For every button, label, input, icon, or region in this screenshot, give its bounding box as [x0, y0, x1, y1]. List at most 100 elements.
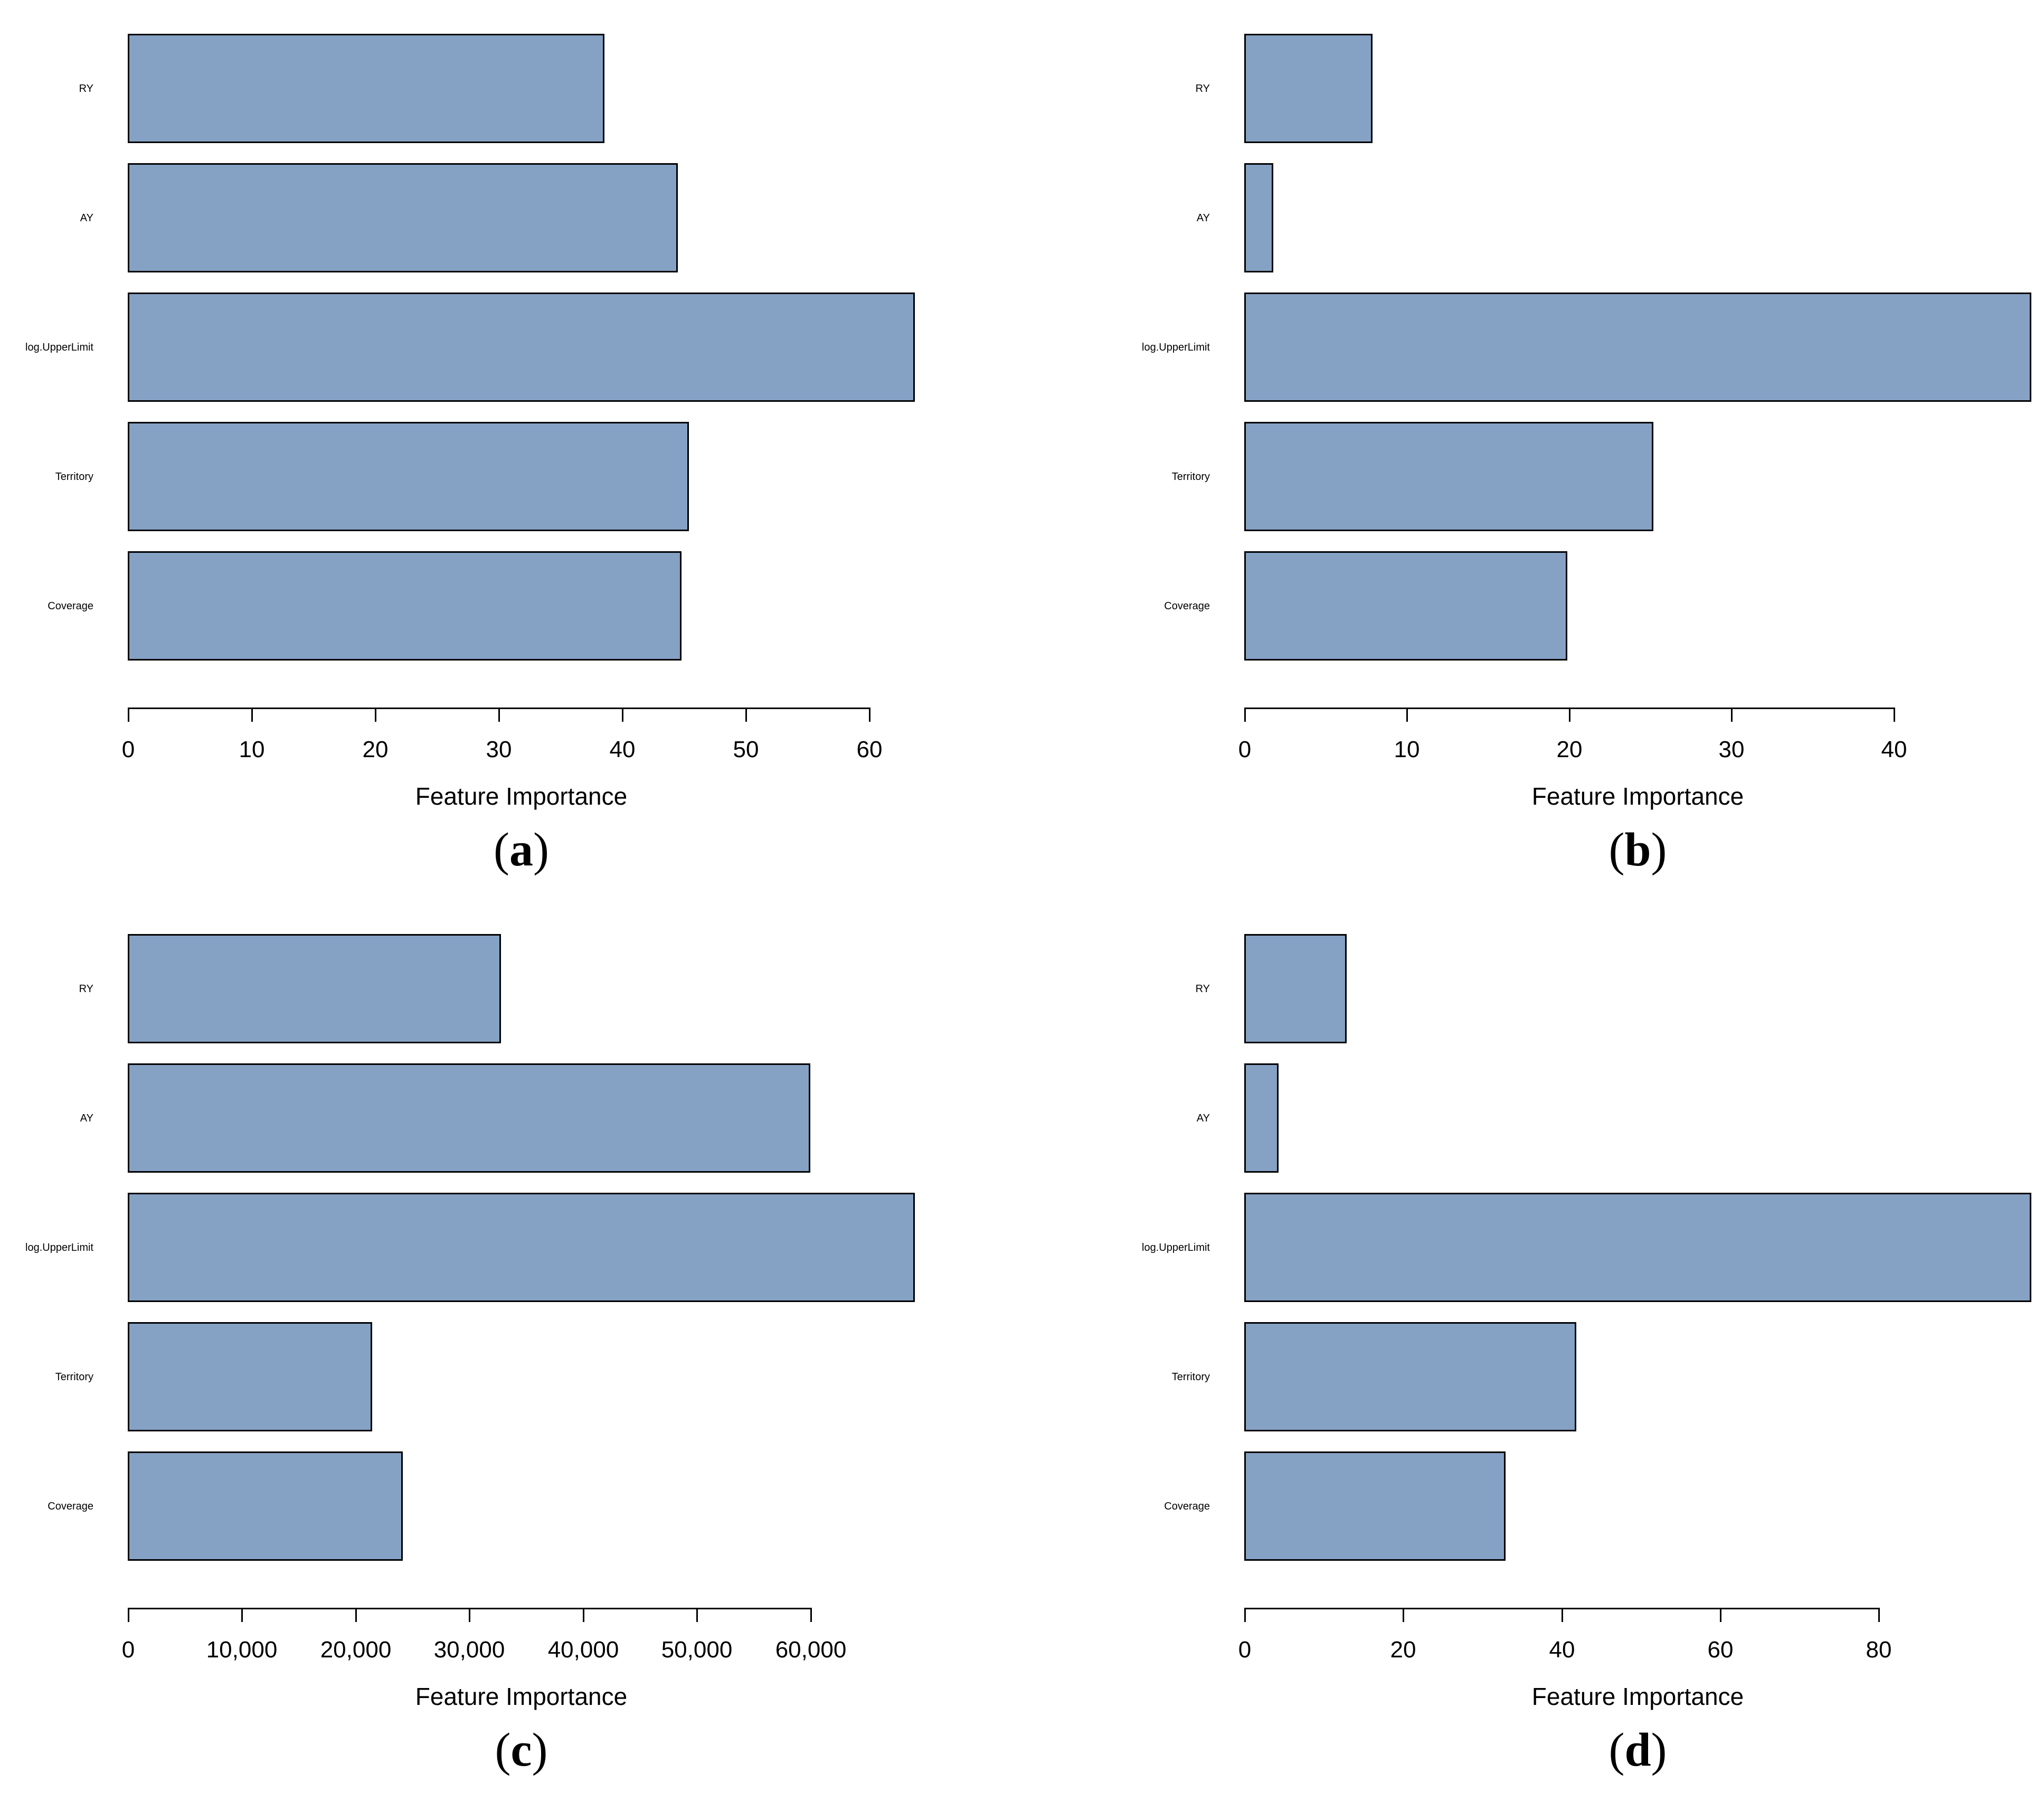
x-tick-mark	[375, 708, 376, 722]
bar-RY	[128, 34, 604, 143]
category-label-RY: RY	[1195, 983, 1210, 995]
category-label-Coverage: Coverage	[48, 600, 93, 612]
x-tick-label: 50,000	[661, 1637, 733, 1663]
x-tick-label: 20,000	[320, 1637, 392, 1663]
x-axis-title: Feature Importance	[415, 782, 628, 810]
bar-log.UpperLimit	[128, 1193, 915, 1302]
category-label-log.UpperLimit: log.UpperLimit	[25, 1241, 93, 1253]
x-tick-mark	[1403, 1608, 1404, 1622]
panel-b: RY AY log.UpperLimit Territory Coverage 0 10 20…	[1022, 0, 2044, 900]
category-label-AY: AY	[1196, 212, 1210, 224]
x-tick-label: 50	[733, 737, 759, 762]
x-tick-label: 30,000	[433, 1637, 505, 1663]
x-tick-mark	[128, 708, 129, 722]
x-axis-title: Feature Importance	[415, 1683, 628, 1710]
category-label-Coverage: Coverage	[1164, 1500, 1210, 1512]
bar-Territory	[128, 422, 689, 531]
panel-letter-text: a	[509, 824, 533, 876]
x-axis-title: Feature Importance	[1531, 1683, 1744, 1710]
x-tick-mark	[1894, 708, 1895, 722]
bar-RY	[1244, 934, 1347, 1043]
x-tick-label: 0	[1238, 1637, 1252, 1663]
x-tick-mark	[498, 708, 500, 722]
paren-close: )	[533, 824, 549, 876]
category-label-log.UpperLimit: log.UpperLimit	[25, 341, 93, 353]
bar-Territory	[1244, 422, 1653, 531]
x-tick-mark	[745, 708, 747, 722]
category-label-RY: RY	[79, 82, 93, 95]
category-label-Territory: Territory	[1171, 470, 1210, 483]
panel-d-plot-area: RY AY log.UpperLimit Territory Coverage 0 20 40…	[1022, 900, 2044, 1800]
bar-RY	[1244, 34, 1373, 143]
bar-log.UpperLimit	[128, 293, 915, 402]
x-tick-label: 80	[1866, 1637, 1892, 1663]
x-tick-label: 10	[239, 737, 265, 762]
bar-Coverage	[1244, 1451, 1506, 1561]
bar-RY	[128, 934, 501, 1043]
x-tick-label: 30	[486, 737, 512, 762]
bar-AY	[1244, 1063, 1279, 1173]
category-label-Coverage: Coverage	[1164, 600, 1210, 612]
panel-letter-d: (d)	[1244, 1724, 2031, 1777]
category-label-RY: RY	[1195, 82, 1210, 95]
x-tick-label: 40	[609, 737, 636, 762]
category-label-Coverage: Coverage	[48, 1500, 93, 1512]
x-tick-label: 40,000	[547, 1637, 619, 1663]
x-tick-mark	[1406, 708, 1408, 722]
x-tick-mark	[355, 1608, 357, 1622]
bar-AY	[128, 1063, 810, 1173]
panel-letter-c: (c)	[128, 1724, 915, 1777]
panel-b-plot-area: RY AY log.UpperLimit Territory Coverage 0 10 20…	[1022, 0, 2044, 900]
panel-letter-b: (b)	[1244, 824, 2031, 876]
x-tick-mark	[241, 1608, 243, 1622]
paren-open: (	[494, 824, 509, 876]
x-tick-mark	[810, 1608, 812, 1622]
panel-c: RY AY log.UpperLimit Territory Coverage 0 10,0…	[0, 900, 1022, 1800]
x-tick-mark	[869, 708, 870, 722]
bar-Coverage	[128, 1451, 403, 1561]
x-tick-label: 0	[121, 1637, 135, 1663]
bar-Coverage	[128, 551, 682, 661]
x-tick-mark	[128, 1608, 129, 1622]
x-tick-mark	[1244, 1608, 1246, 1622]
x-tick-label: 60	[856, 737, 883, 762]
bar-log.UpperLimit	[1244, 293, 2031, 402]
x-tick-label: 0	[121, 737, 135, 762]
category-label-Territory: Territory	[1171, 1371, 1210, 1383]
panel-letter-text: d	[1624, 1724, 1651, 1776]
category-label-AY: AY	[80, 1112, 93, 1124]
category-label-Territory: Territory	[55, 1371, 93, 1383]
panel-d: RY AY log.UpperLimit Territory Coverage 0 20 40…	[1022, 900, 2044, 1800]
x-axis-title: Feature Importance	[1531, 782, 1744, 810]
x-tick-label: 10	[1394, 737, 1420, 762]
x-tick-label: 0	[1238, 737, 1252, 762]
x-tick-mark	[1569, 708, 1570, 722]
bar-Territory	[128, 1322, 372, 1431]
x-tick-label: 40	[1549, 1637, 1575, 1663]
category-label-log.UpperLimit: log.UpperLimit	[1142, 1241, 1210, 1253]
bar-Territory	[1244, 1322, 1576, 1431]
x-tick-mark	[469, 1608, 470, 1622]
x-tick-mark	[1878, 1608, 1880, 1622]
x-tick-mark	[1244, 708, 1246, 722]
x-tick-label: 20	[1390, 1637, 1416, 1663]
category-label-RY: RY	[79, 983, 93, 995]
x-tick-label: 20	[1556, 737, 1583, 762]
category-label-AY: AY	[80, 212, 93, 224]
x-tick-mark	[696, 1608, 698, 1622]
paren-close: )	[1651, 1724, 1667, 1776]
paren-open: (	[1608, 824, 1625, 876]
x-tick-mark	[251, 708, 253, 722]
x-tick-mark	[583, 1608, 584, 1622]
x-tick-mark	[1562, 1608, 1563, 1622]
x-tick-label: 20	[362, 737, 389, 762]
x-tick-label: 30	[1718, 737, 1745, 762]
bar-AY	[1244, 163, 1273, 272]
bar-Coverage	[1244, 551, 1567, 661]
paren-open: (	[1608, 1724, 1625, 1776]
category-label-AY: AY	[1196, 1112, 1210, 1124]
panel-a-plot-area: RY AY log.UpperLimit Territory Coverage 0 10 20…	[0, 0, 1022, 900]
x-tick-label: 10,000	[206, 1637, 278, 1663]
x-tick-label: 40	[1881, 737, 1907, 762]
